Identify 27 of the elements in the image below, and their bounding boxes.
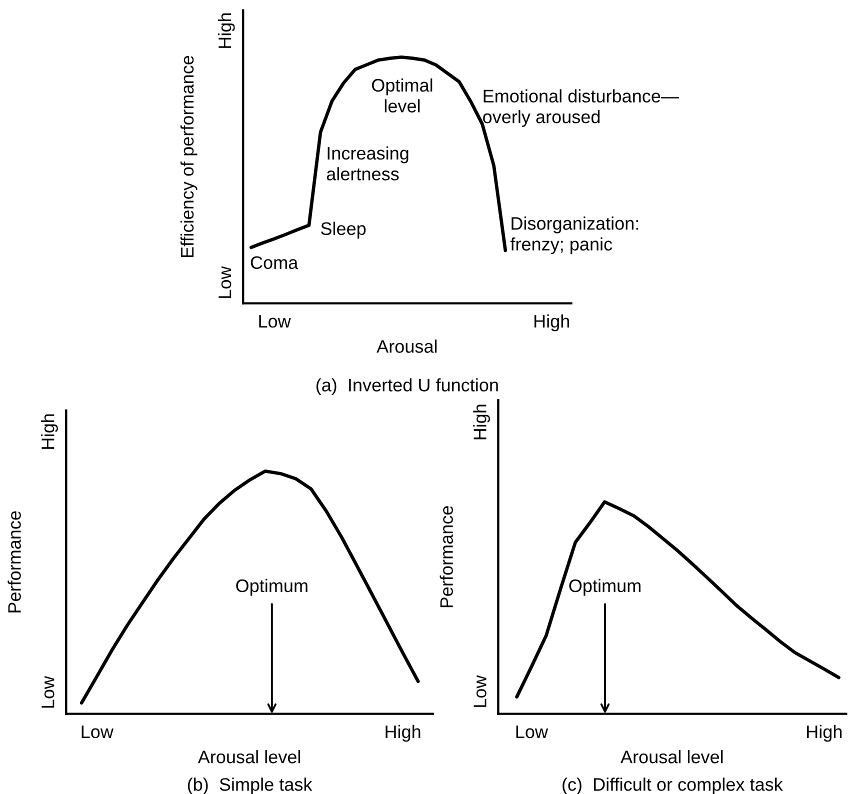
x-axis-title: Arousal <box>376 340 437 353</box>
annotation: Optimum <box>569 578 640 596</box>
annotation: Coma <box>250 256 298 270</box>
x-tick-label: Low <box>516 726 548 738</box>
text: (c) Difficult or complex task <box>562 778 783 794</box>
text: Low <box>42 676 54 708</box>
annotation: Emotional disturbance— overly aroused <box>483 89 680 127</box>
y-axis-title: Performance <box>440 506 453 608</box>
annotation: Increasing alertness <box>326 146 408 180</box>
text: (b) Simple task <box>188 778 312 794</box>
annotation: Optimal level <box>372 78 432 112</box>
annotation: Disorganization: frenzy; panic <box>510 216 638 254</box>
text: Low <box>474 675 486 707</box>
y-axis-title: Efficiency of performance <box>180 56 198 258</box>
annotation: Optimum <box>236 578 308 596</box>
x-axis-title: Arousal level <box>198 750 300 764</box>
x-tick-label: Low <box>82 726 114 738</box>
x-tick-label: High <box>386 724 420 742</box>
text: (a) Inverted U function <box>316 378 498 396</box>
text: Low <box>218 266 232 298</box>
y-axis-title: Performance <box>8 511 21 612</box>
text: High <box>218 13 235 48</box>
x-tick-label: High <box>807 724 842 742</box>
text: High <box>473 404 490 440</box>
text: High <box>41 414 58 449</box>
x-axis-title: Arousal level <box>620 750 723 764</box>
annotation: Sleep <box>321 222 366 239</box>
